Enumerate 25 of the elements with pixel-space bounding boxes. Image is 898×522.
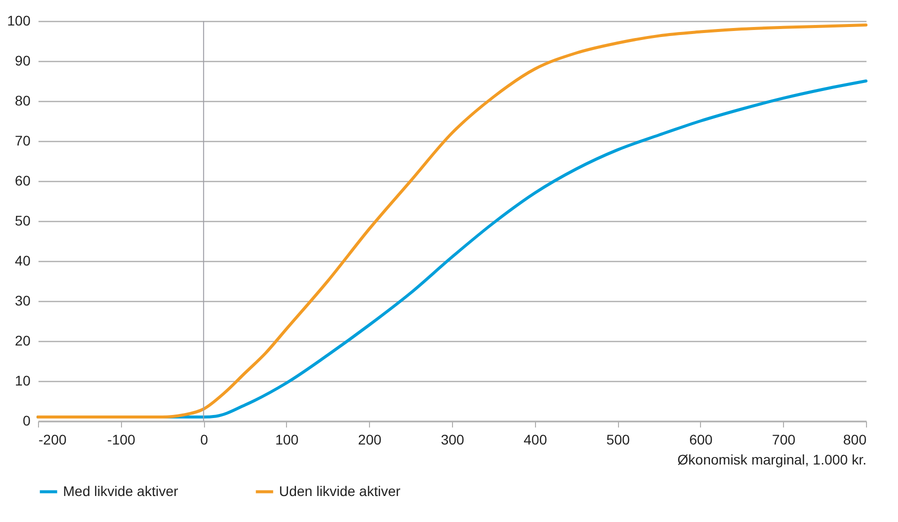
x-tick-label: 500 (606, 432, 630, 448)
x-axis-title: Økonomisk marginal, 1.000 kr. (677, 452, 866, 468)
x-tick-label: 200 (358, 432, 382, 448)
y-tick-label: 60 (14, 172, 31, 188)
y-tick-label: 30 (14, 292, 31, 308)
x-tick-label: -200 (38, 432, 67, 448)
y-tick-label: 80 (14, 92, 31, 108)
y-tick-label: 100 (7, 12, 31, 28)
legend-label: Uden likvide aktiver (279, 482, 401, 499)
y-tick-label: 0 (22, 412, 31, 428)
x-tick-label: 600 (689, 432, 713, 448)
y-tick-label: 50 (14, 212, 31, 228)
y-tick-label: 10 (14, 372, 31, 388)
x-tick-label: 700 (772, 432, 796, 448)
x-tick-label: 0 (200, 432, 208, 448)
x-tick-label: -100 (107, 432, 136, 448)
x-tick-label: 300 (440, 432, 464, 448)
y-tick-label: 70 (14, 132, 31, 148)
x-tick-label: 400 (524, 432, 548, 448)
y-tick-label: 20 (14, 332, 31, 348)
y-tick-label: 90 (14, 52, 31, 68)
x-tick-label: 800 (843, 432, 867, 448)
legend-label: Med likvide aktiver (63, 482, 178, 499)
y-tick-label: 40 (14, 252, 31, 268)
x-tick-label: 100 (275, 432, 299, 448)
